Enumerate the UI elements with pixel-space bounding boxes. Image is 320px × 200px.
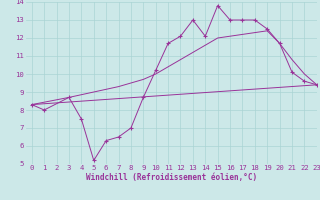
X-axis label: Windchill (Refroidissement éolien,°C): Windchill (Refroidissement éolien,°C) bbox=[86, 173, 257, 182]
